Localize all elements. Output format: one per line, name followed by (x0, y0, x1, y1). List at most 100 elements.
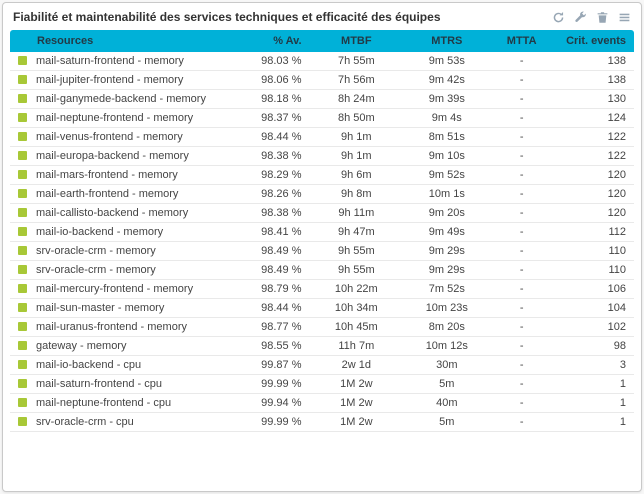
cell-mtta: - (490, 52, 553, 71)
cell-resource: srv-oracle-crm - cpu (10, 412, 235, 432)
cell-availability: 98.18 % (234, 89, 310, 109)
resource-link[interactable]: mail-jupiter-frontend - memory (36, 74, 184, 86)
table-row[interactable]: mail-neptune-frontend - cpu 99.94 % 1M 2w 4… (10, 393, 634, 413)
cell-resource: mail-earth-frontend - memory (10, 184, 235, 204)
status-up-icon (18, 265, 27, 274)
table-row[interactable]: srv-oracle-crm - memory 98.49 % 9h 55m 9m 2… (10, 241, 634, 261)
table-row[interactable]: mail-neptune-frontend - memory 98.37 % 8h … (10, 108, 634, 128)
cell-availability: 98.77 % (234, 317, 310, 337)
column-header-mtta[interactable]: MTTA (490, 30, 553, 52)
widget-header: Fiabilité et maintenabilité des services… (3, 3, 641, 30)
menu-icon[interactable] (617, 10, 631, 24)
cell-resource: mail-saturn-frontend - memory (10, 52, 235, 71)
cell-resource: mail-venus-frontend - memory (10, 127, 235, 147)
cell-mtta: - (490, 165, 553, 185)
status-up-icon (18, 94, 27, 103)
table-row[interactable]: mail-venus-frontend - memory 98.44 % 9h 1m… (10, 127, 634, 147)
cell-mtta: - (490, 89, 553, 109)
resource-link[interactable]: mail-saturn-frontend - memory (36, 55, 184, 67)
cell-availability: 98.37 % (234, 108, 310, 128)
cell-mtrs: 8m 51s (403, 127, 491, 147)
table-row[interactable]: mail-mercury-frontend - memory 98.79 % 10h… (10, 279, 634, 299)
resource-link[interactable]: srv-oracle-crm - memory (36, 264, 156, 276)
resource-link[interactable]: mail-sun-master - memory (36, 302, 165, 314)
cell-crit-events: 124 (552, 108, 634, 128)
cell-mtrs: 7m 52s (403, 279, 491, 299)
cell-mtbf: 7h 55m (309, 52, 404, 71)
resource-link[interactable]: gateway - memory (36, 340, 127, 352)
resource-link[interactable]: mail-neptune-frontend - memory (36, 112, 194, 124)
column-header-mtbf[interactable]: MTBF (309, 30, 404, 52)
cell-mtbf: 9h 11m (309, 203, 404, 223)
resource-link[interactable]: mail-io-backend - cpu (36, 359, 142, 371)
cell-mtbf: 9h 1m (309, 146, 404, 166)
cell-mtbf: 9h 55m (309, 260, 404, 280)
table-row[interactable]: mail-uranus-frontend - memory 98.77 % 10h … (10, 317, 634, 337)
table-row[interactable]: mail-ganymede-backend - memory 98.18 % 8h … (10, 89, 634, 109)
table-row[interactable]: mail-sun-master - memory 98.44 % 10h 34m 10… (10, 298, 634, 318)
cell-resource: mail-io-backend - cpu (10, 355, 235, 375)
table-row[interactable]: srv-oracle-crm - cpu 99.99 % 1M 2w 5m -1 (10, 412, 634, 432)
cell-mtbf: 1M 2w (309, 393, 404, 413)
wrench-icon[interactable] (573, 10, 587, 24)
resource-link[interactable]: mail-venus-frontend - memory (36, 131, 183, 143)
resource-link[interactable]: mail-neptune-frontend - cpu (36, 397, 172, 409)
resource-link[interactable]: mail-callisto-backend - memory (36, 207, 189, 219)
cell-mtbf: 9h 6m (309, 165, 404, 185)
column-header-availability[interactable]: % Av. (234, 30, 310, 52)
status-up-icon (18, 189, 27, 198)
cell-mtbf: 10h 34m (309, 298, 404, 318)
resource-link[interactable]: mail-mars-frontend - memory (36, 169, 178, 181)
resource-link[interactable]: mail-ganymede-backend - memory (36, 93, 206, 105)
resource-link[interactable]: srv-oracle-crm - memory (36, 245, 156, 257)
trash-icon[interactable] (595, 10, 609, 24)
resource-link[interactable]: srv-oracle-crm - cpu (36, 416, 134, 428)
column-header-resources[interactable]: Resources (10, 30, 235, 52)
cell-mtta: - (490, 184, 553, 204)
cell-mtrs: 9m 10s (403, 146, 491, 166)
refresh-icon[interactable] (551, 10, 565, 24)
cell-mtta: - (490, 298, 553, 318)
cell-resource: mail-mercury-frontend - memory (10, 279, 235, 299)
cell-mtrs: 9m 39s (403, 89, 491, 109)
resource-link[interactable]: mail-earth-frontend - memory (36, 188, 179, 200)
status-up-icon (18, 170, 27, 179)
table-row[interactable]: mail-earth-frontend - memory 98.26 % 9h 8m… (10, 184, 634, 204)
table-row[interactable]: mail-callisto-backend - memory 98.38 % 9h … (10, 203, 634, 223)
status-up-icon (18, 56, 27, 65)
cell-resource: mail-sun-master - memory (10, 298, 235, 318)
widget-title: Fiabilité et maintenabilité des services… (13, 10, 441, 24)
cell-mtrs: 9m 29s (403, 260, 491, 280)
table-row[interactable]: mail-io-backend - memory 98.41 % 9h 47m 9m … (10, 222, 634, 242)
table-row[interactable]: mail-io-backend - cpu 99.87 % 2w 1d 30m -3 (10, 355, 634, 375)
table-row[interactable]: mail-europa-backend - memory 98.38 % 9h 1m… (10, 146, 634, 166)
cell-mtrs: 9m 52s (403, 165, 491, 185)
table-row[interactable]: srv-oracle-crm - memory 98.49 % 9h 55m 9m 2… (10, 260, 634, 280)
column-header-crit-events[interactable]: Crit. events (552, 30, 634, 52)
table-row[interactable]: mail-jupiter-frontend - memory 98.06 % 7h … (10, 70, 634, 90)
table-row[interactable]: mail-mars-frontend - memory 98.29 % 9h 6m 9… (10, 165, 634, 185)
cell-mtta: - (490, 374, 553, 394)
table-container: Resources % Av. MTBF MTRS MTTA Crit. eve… (3, 30, 641, 439)
cell-mtbf: 8h 24m (309, 89, 404, 109)
table-row[interactable]: mail-saturn-frontend - cpu 99.99 % 1M 2w 5m… (10, 374, 634, 394)
resource-link[interactable]: mail-io-backend - memory (36, 226, 164, 238)
cell-resource: mail-saturn-frontend - cpu (10, 374, 235, 394)
status-up-icon (18, 379, 27, 388)
cell-mtbf: 1M 2w (309, 412, 404, 432)
cell-mtbf: 9h 8m (309, 184, 404, 204)
cell-mtrs: 10m 1s (403, 184, 491, 204)
resource-link[interactable]: mail-saturn-frontend - cpu (36, 378, 162, 390)
column-header-mtrs[interactable]: MTRS (403, 30, 491, 52)
resource-link[interactable]: mail-europa-backend - memory (36, 150, 189, 162)
table-row[interactable]: gateway - memory 98.55 % 11h 7m 10m 12s -98 (10, 336, 634, 356)
table-header-row: Resources % Av. MTBF MTRS MTTA Crit. eve… (10, 30, 634, 52)
table-row[interactable]: mail-saturn-frontend - memory 98.03 % 7h 5… (10, 52, 634, 71)
cell-mtta: - (490, 260, 553, 280)
cell-availability: 99.94 % (234, 393, 310, 413)
resource-link[interactable]: mail-uranus-frontend - memory (36, 321, 187, 333)
resource-link[interactable]: mail-mercury-frontend - memory (36, 283, 194, 295)
status-up-icon (18, 151, 27, 160)
cell-mtta: - (490, 393, 553, 413)
